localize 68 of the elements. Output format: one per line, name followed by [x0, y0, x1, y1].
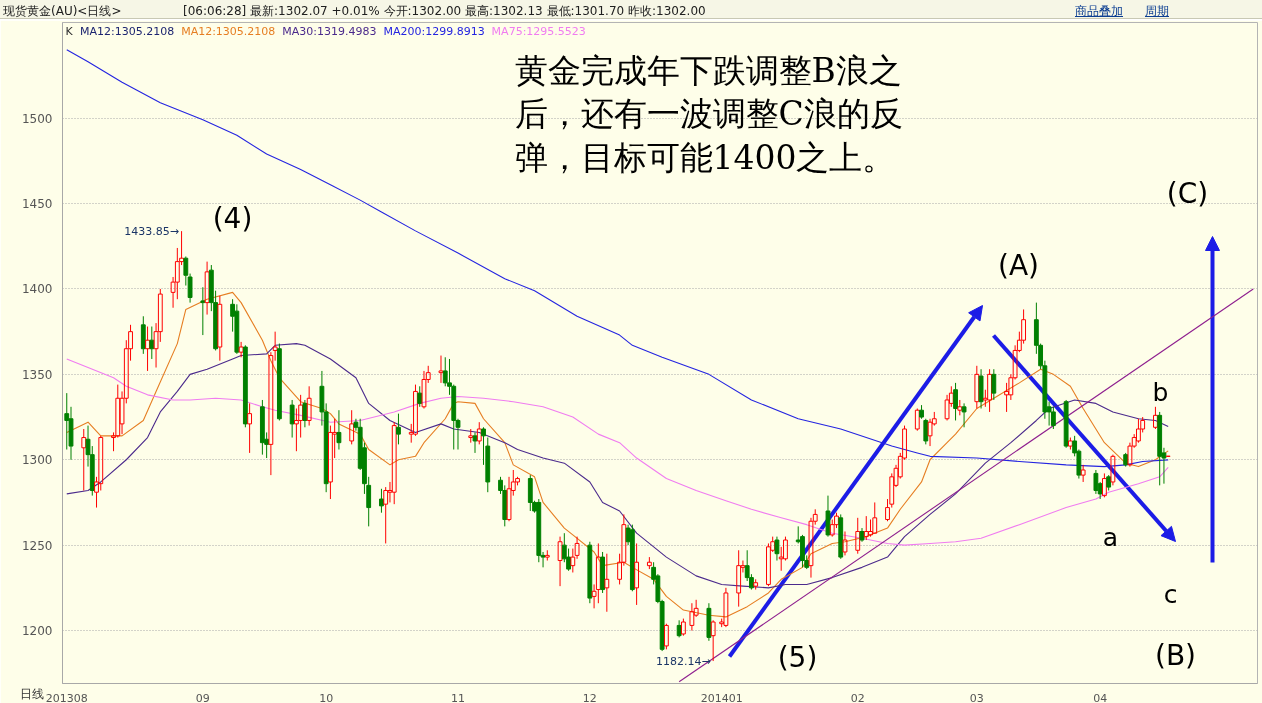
- annotation: a: [1102, 523, 1119, 552]
- x-tick-label: 11: [451, 691, 465, 703]
- candlestick: [174, 247, 180, 300]
- candlestick: [64, 392, 70, 450]
- x-tick-label: 09: [195, 691, 210, 703]
- candlestick: [544, 549, 550, 562]
- candlestick: [234, 303, 240, 355]
- annotation: (A): [998, 249, 1040, 282]
- text: MA30:1319.4983: [282, 25, 377, 38]
- candlestick: [383, 486, 389, 544]
- annotation: K: [65, 25, 74, 38]
- candlestick: [753, 578, 759, 591]
- text: MA12:1305.2108: [181, 25, 276, 38]
- candlestick: [298, 394, 304, 439]
- candlestick: [68, 406, 74, 461]
- text: MA75:1295.5523: [491, 25, 586, 38]
- candlestick: [944, 394, 950, 421]
- annotation: c: [1163, 580, 1178, 609]
- candlestick: [736, 549, 742, 608]
- text: 周期: [1145, 3, 1169, 20]
- candlestick: [247, 402, 253, 454]
- x-tick-label: 10: [319, 691, 334, 703]
- x-tick-label: 201308: [45, 691, 88, 703]
- text: 商品叠加: [1075, 3, 1123, 20]
- y-tick-label: 1200: [21, 624, 53, 639]
- annotation: 1433.85→: [124, 224, 180, 238]
- annotation: b: [1152, 378, 1169, 407]
- candlestick: [1157, 411, 1163, 486]
- x-tick-label: 03: [969, 691, 984, 703]
- candlestick: [634, 542, 640, 606]
- annotation: (C): [1166, 177, 1209, 210]
- candlestick: [646, 556, 652, 570]
- annotation: (5): [777, 641, 818, 674]
- chart-subtitle: [06:06:28] 最新:1302.07 +0.01% 今开:1302.00 最高:1302.13 最低:1301.70 昨收:1302.00: [183, 3, 706, 20]
- annotation: MA12:1305.2108: [79, 25, 175, 38]
- x-tick-label: 201401: [700, 691, 743, 703]
- candlestick: [289, 399, 295, 439]
- candlestick: [557, 536, 563, 587]
- annotation: 黄金完成年下跌调整B浪之后，还有一波调整C浪的反弹，目标可能1400之上。: [514, 50, 903, 177]
- candlestick: [506, 476, 512, 522]
- candlestick: [855, 517, 861, 555]
- annotation: 1182.14→: [655, 654, 711, 668]
- candlestick: [872, 501, 878, 534]
- candlestick: [396, 413, 401, 445]
- candlestick: [302, 399, 308, 428]
- y-tick-label: 1500: [21, 111, 53, 126]
- x-tick-label: 02: [850, 691, 865, 703]
- x-tick-label: 12: [582, 691, 597, 703]
- y-tick-label: 1450: [21, 197, 53, 212]
- candlestick: [306, 385, 312, 427]
- text: 日线: [20, 686, 44, 703]
- candlestick: [293, 408, 299, 452]
- candlestick: [438, 355, 444, 384]
- candlestick: [842, 530, 848, 556]
- candlestick: [145, 326, 150, 372]
- candlestick: [115, 384, 121, 439]
- y-tick-label: 1400: [21, 282, 53, 297]
- candlestick: [987, 368, 992, 413]
- annotation: (B): [1154, 639, 1197, 672]
- text: MA200:1299.8913: [383, 25, 485, 38]
- line-series: [66, 343, 1169, 589]
- y-tick-label: 1300: [21, 453, 53, 468]
- annotation: (4): [212, 202, 253, 235]
- x-tick-label: 04: [1093, 691, 1108, 703]
- candlestick: [689, 602, 695, 632]
- chart-title: 现货黄金(AU)<日线>: [3, 3, 122, 20]
- y-tick-label: 1250: [21, 538, 53, 553]
- y-tick-label: 1350: [21, 367, 53, 382]
